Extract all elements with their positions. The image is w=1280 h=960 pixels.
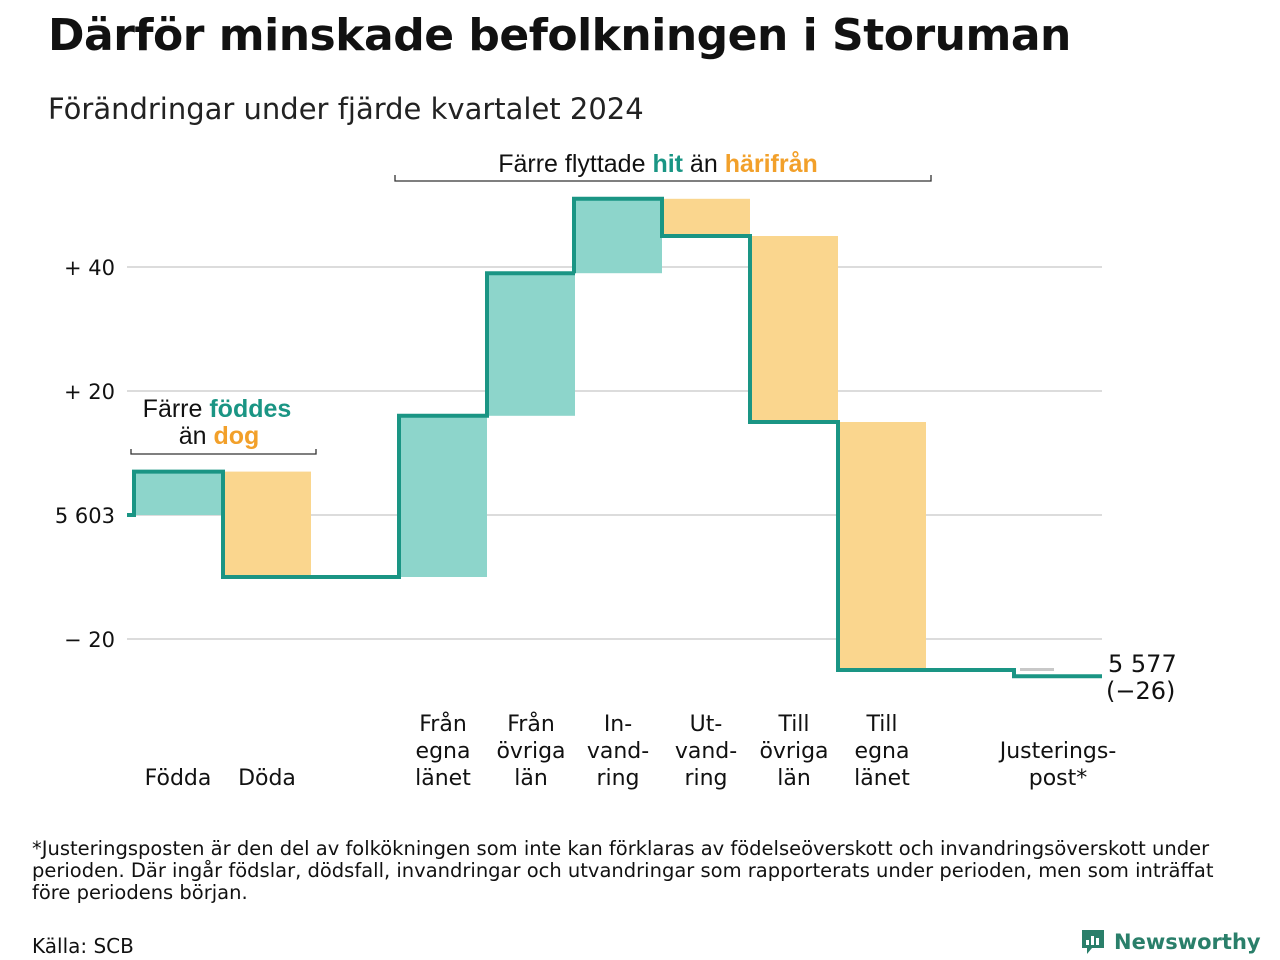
y-tick-label: + 40 [64,256,115,280]
births-annotation: Färre föddes än dog [130,395,317,455]
bar-fran_ovriga [487,273,575,416]
category-label-utvandring: ring [684,766,727,791]
bar-invandring [574,198,662,274]
newsworthy-logo[interactable]: Newsworthy [1080,928,1261,956]
migration-annotation: Färre flyttade hit än härifrån [394,150,932,182]
category-label-till_egna: Till [865,712,897,737]
waterfall-chart: + 40+ 205 603− 20 Födda DödaFrånegnalänet… [55,150,1177,791]
category-label-fran_ovriga: Från [507,711,555,737]
chart-title: Därför minskade befolkningen i Storuman [48,10,1071,61]
category-label-justering: post* [1029,766,1088,791]
newsworthy-logo-icon [1082,930,1104,954]
y-tick-label: − 20 [64,628,115,652]
bar-doda [223,471,311,577]
category-label-invandring: ring [596,766,639,791]
bar-till_ovriga [750,236,838,422]
y-tick-label: 5 603 [55,504,115,528]
category-label-doda: Döda [238,766,296,791]
category-label-invandring: In- [604,712,632,737]
bar-justering [1020,668,1054,671]
category-label-fodda: Födda [145,766,212,791]
category-label-till_egna: egna [855,739,910,764]
category-label-utvandring: vand- [675,739,737,764]
category-label-utvandring: Ut- [690,712,723,737]
footnote: *Justeringsposten är den del av folkökni… [32,837,1214,904]
category-label-invandring: vand- [587,739,649,764]
born-highlight: föddes [209,395,291,423]
bar-fodda [134,471,222,515]
died-highlight: dog [213,422,259,450]
category-label-till_egna: länet [854,766,910,791]
category-label-till_ovriga: län [777,766,811,791]
category-label-fran_ovriga: län [514,766,548,791]
births-annotation-line2: än dog [179,422,260,450]
source-label: Källa: SCB [32,934,134,958]
bar-till_egna [838,422,926,670]
category-label-fran_egna: egna [416,739,471,764]
category-label-justering: Justerings- [998,739,1117,764]
births-annotation-line1: Färre föddes [143,395,292,423]
moved-here-highlight: hit [652,150,683,178]
logo-text: Newsworthy [1114,930,1261,954]
y-tick-label: + 20 [64,380,115,404]
migration-bracket [394,175,932,182]
cumulative-step-line [127,196,1102,679]
category-labels: Födda DödaFrånegnalänetFrånövrigalänIn-va… [145,711,1117,791]
end-change-label: (−26) [1106,677,1175,705]
bar-fran_egna [399,415,487,577]
end-value-label: 5 577 [1108,650,1177,678]
category-label-fran_egna: länet [415,766,471,791]
moved-away-highlight: härifrån [725,150,818,178]
category-label-fran_ovriga: övriga [496,739,565,764]
migration-annotation-text: Färre flyttade hit än härifrån [498,150,818,178]
step-line [127,196,1102,679]
bar-utvandring [662,198,750,236]
chart-subtitle: Förändringar under fjärde kvartalet 2024 [48,92,644,126]
category-label-till_ovriga: Till [777,712,809,737]
y-axis-ticks: + 40 + 20 5 603 − 20 [55,256,115,652]
category-label-till_ovriga: övriga [759,739,828,764]
bars [134,198,1054,671]
category-label-fran_egna: Från [419,711,467,737]
births-bracket [130,449,317,455]
grid-lines [127,266,1102,640]
